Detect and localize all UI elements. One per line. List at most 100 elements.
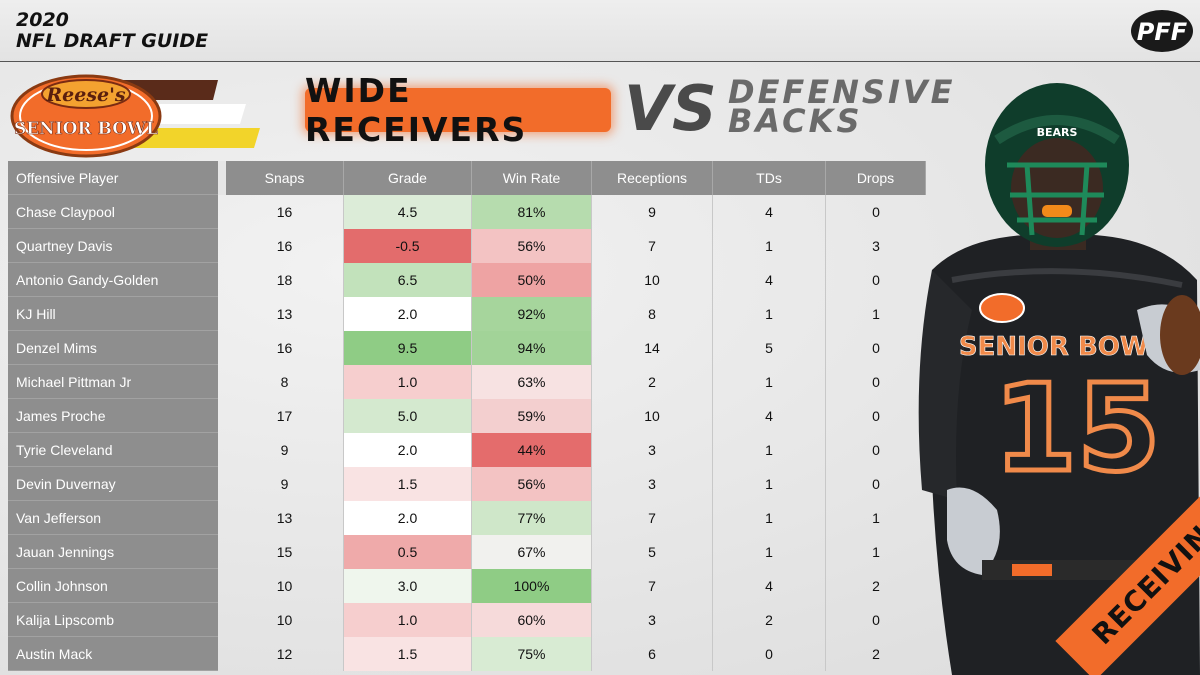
player-name-cell: James Proche [8,399,218,433]
table-body: Chase Claypool 16 4.5 81% 9 4 0 Quartney Davis 1… [8,195,926,671]
grade-cell: 0.5 [344,535,472,569]
table-row: Antonio Gandy-Golden 18 6.5 50% 10 4 0 [8,263,926,297]
snaps-cell: 9 [218,433,344,467]
grade-cell: 4.5 [344,195,472,229]
drops-cell: 0 [872,476,880,492]
drops-cell: 0 [872,442,880,458]
player-name-cell: Quartney Davis [8,229,218,263]
col-header-snaps: Snaps [218,161,344,195]
snaps-cell: 17 [218,399,344,433]
snaps-cell: 10 [218,603,344,637]
player-name-cell: KJ Hill [8,297,218,331]
grade-cell: 1.0 [344,365,472,399]
col-header-grade: Grade [344,161,472,195]
snaps-cell: 9 [218,467,344,501]
receptions-cell: 2 [592,365,713,399]
table-row: Denzel Mims 16 9.5 94% 14 5 0 [8,331,926,365]
win-rate-cell: 56% [472,229,592,263]
snaps-cell: 16 [218,229,344,263]
table-row: Jauan Jennings 15 0.5 67% 5 1 1 [8,535,926,569]
drops-cell: 3 [872,238,880,254]
draft-guide-label: 2020 NFL DRAFT GUIDE [16,10,208,52]
grade-cell: 2.0 [344,433,472,467]
win-rate-cell: 92% [472,297,592,331]
receptions-cell: 7 [592,501,713,535]
tds-cell: 1 [713,297,826,331]
grade-cell: 3.0 [344,569,472,603]
player-name-cell: Kalija Lipscomb [8,603,218,637]
drops-cell: 0 [872,612,880,628]
drops-cell: 1 [872,510,880,526]
senior-bowl-logo: Reese's SENIOR BOWL [10,74,260,158]
win-rate-cell: 60% [472,603,592,637]
win-rate-cell: 59% [472,399,592,433]
table-row: Michael Pittman Jr 8 1.0 63% 2 1 0 [8,365,926,399]
table-row: Kalija Lipscomb 10 1.0 60% 3 2 0 [8,603,926,637]
receptions-cell: 8 [592,297,713,331]
title-defensive-backs: DEFENSIVE BACKS [728,76,956,137]
drops-cell: 1 [872,306,880,322]
title-left-text: WIDE RECEIVERS [305,71,528,149]
player-name-cell: Collin Johnson [8,569,218,603]
tds-cell: 0 [713,637,826,671]
pff-logo: PFF [1131,10,1193,52]
title-wide-receivers: WIDE RECEIVERS [305,71,611,149]
snaps-cell: 16 [218,331,344,365]
jersey-number: 15 [994,360,1161,499]
drops-cell: 2 [872,646,880,662]
receptions-cell: 7 [592,569,713,603]
drops-cell: 0 [872,340,880,356]
guide-name: NFL DRAFT GUIDE [16,30,209,52]
tds-cell: 1 [713,535,826,569]
win-rate-cell: 56% [472,467,592,501]
logo-bottom-text: SENIOR BOWL [14,119,158,139]
grade-cell: 6.5 [344,263,472,297]
win-rate-cell: 63% [472,365,592,399]
receptions-cell: 14 [592,331,713,365]
pff-logo-text: PFF [1137,18,1188,46]
snaps-cell: 18 [218,263,344,297]
tds-cell: 2 [713,603,826,637]
receptions-cell: 10 [592,399,713,433]
snaps-cell: 8 [218,365,344,399]
tds-cell: 4 [713,195,826,229]
drops-cell: 1 [872,544,880,560]
table-row: KJ Hill 13 2.0 92% 8 1 1 [8,297,926,331]
grade-cell: 5.0 [344,399,472,433]
win-rate-cell: 94% [472,331,592,365]
player-photo: SENIOR BOWL 15 BEARS [918,83,1200,675]
col-header-player: Offensive Player [8,161,218,195]
receptions-cell: 3 [592,603,713,637]
snaps-cell: 13 [218,297,344,331]
top-header-bar [0,0,1200,62]
player-name-cell: Antonio Gandy-Golden [8,263,218,297]
player-name-cell: Chase Claypool [8,195,218,229]
grade-cell: 2.0 [344,501,472,535]
drops-cell: 0 [872,204,880,220]
tds-cell: 1 [713,229,826,263]
tds-cell: 1 [713,365,826,399]
tds-cell: 4 [713,263,826,297]
receptions-cell: 7 [592,229,713,263]
grade-cell: 1.0 [344,603,472,637]
table-header-row: Offensive Player Snaps Grade Win Rate Re… [8,161,926,195]
receptions-cell: 5 [592,535,713,569]
receptions-cell: 3 [592,467,713,501]
snaps-cell: 13 [218,501,344,535]
player-name-cell: Devin Duvernay [8,467,218,501]
title-vs: VS [624,72,717,145]
snaps-cell: 12 [218,637,344,671]
table-row: Collin Johnson 10 3.0 100% 7 4 2 [8,569,926,603]
win-rate-cell: 77% [472,501,592,535]
player-name-cell: Jauan Jennings [8,535,218,569]
tds-cell: 4 [713,569,826,603]
logo-top-text: Reese's [45,84,126,106]
drops-cell: 2 [872,578,880,594]
receptions-cell: 6 [592,637,713,671]
tds-cell: 1 [713,433,826,467]
col-header-tds: TDs [713,161,826,195]
win-rate-cell: 100% [472,569,592,603]
tds-cell: 5 [713,331,826,365]
col-header-receptions: Receptions [592,161,713,195]
grade-cell: 2.0 [344,297,472,331]
